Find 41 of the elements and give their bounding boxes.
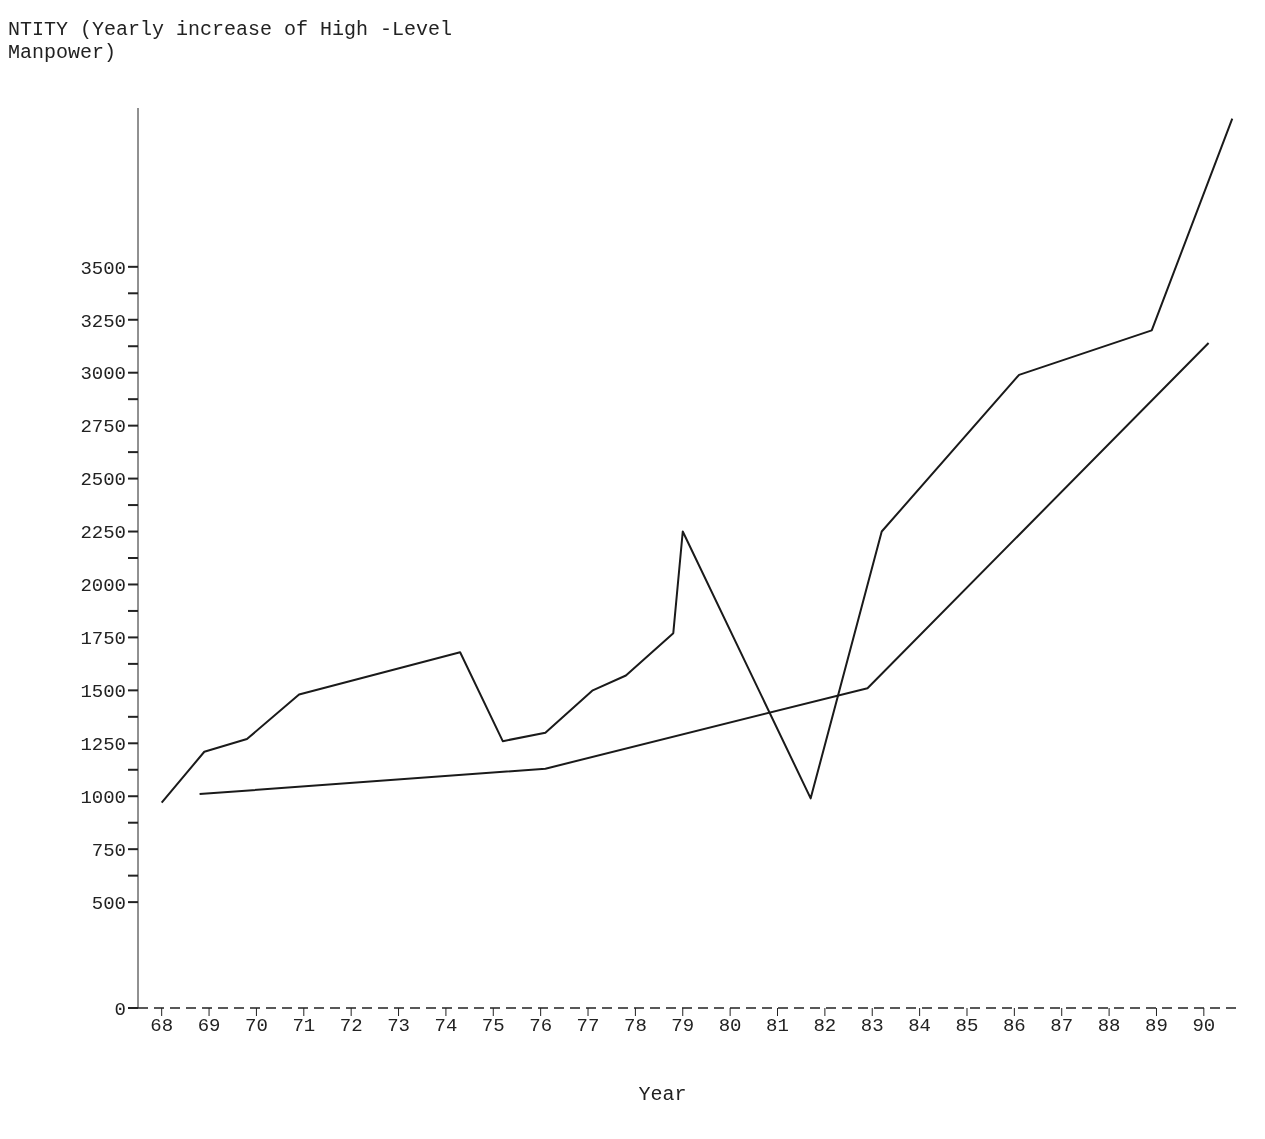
y-axis-title: NTITY (Yearly increase of High -Level Manpower) (8, 18, 454, 64)
x-tick-label: 78 (623, 1015, 647, 1038)
x-tick-label: 76 (529, 1015, 553, 1038)
x-tick-label: 85 (955, 1015, 979, 1038)
y-tick-label: 1750 (80, 628, 126, 651)
x-tick-label: 90 (1192, 1015, 1216, 1038)
x-tick-label: 70 (245, 1015, 268, 1038)
x-tick-label: 77 (576, 1015, 600, 1038)
y-tick-label: 0 (114, 998, 126, 1021)
x-tick-label: 84 (908, 1015, 932, 1038)
y-tick-label: 3500 (80, 257, 126, 280)
y-tick-label: 2500 (80, 469, 126, 492)
x-tick-label: 73 (387, 1015, 410, 1038)
x-tick-label: 69 (197, 1015, 221, 1038)
y-tick-label: 2000 (80, 575, 126, 598)
x-tick-label: 72 (339, 1015, 363, 1038)
x-tick-label: 82 (813, 1015, 837, 1038)
x-tick-label: 87 (1050, 1015, 1074, 1038)
line-series (198, 342, 1210, 796)
x-tick-label: 75 (481, 1015, 505, 1038)
x-tick-label: 81 (766, 1015, 789, 1038)
x-tick-label: 79 (671, 1015, 695, 1038)
x-tick-label: 89 (1145, 1015, 1168, 1038)
y-tick-label: 3000 (80, 363, 126, 386)
y-tick-label: 2750 (80, 416, 126, 439)
x-tick-label: 74 (434, 1015, 458, 1038)
y-tick-label: 1000 (80, 786, 126, 809)
x-tick-label: 88 (1097, 1015, 1121, 1038)
y-tick-label: 1250 (80, 734, 126, 757)
y-tick-label: 2250 (80, 522, 126, 545)
x-tick-label: 68 (150, 1015, 174, 1038)
y-tick-label: 1500 (80, 681, 126, 704)
x-tick-label: 71 (292, 1015, 316, 1038)
line-series (160, 117, 1234, 804)
x-tick-label: 80 (718, 1015, 742, 1038)
y-tick-label: 750 (91, 839, 126, 862)
y-tick-label: 3250 (80, 310, 126, 333)
y-tick-label: 500 (91, 892, 126, 915)
x-tick-label: 86 (1002, 1015, 1026, 1038)
x-axis-title: Year (637, 1083, 688, 1106)
x-tick-label: 83 (860, 1015, 884, 1038)
